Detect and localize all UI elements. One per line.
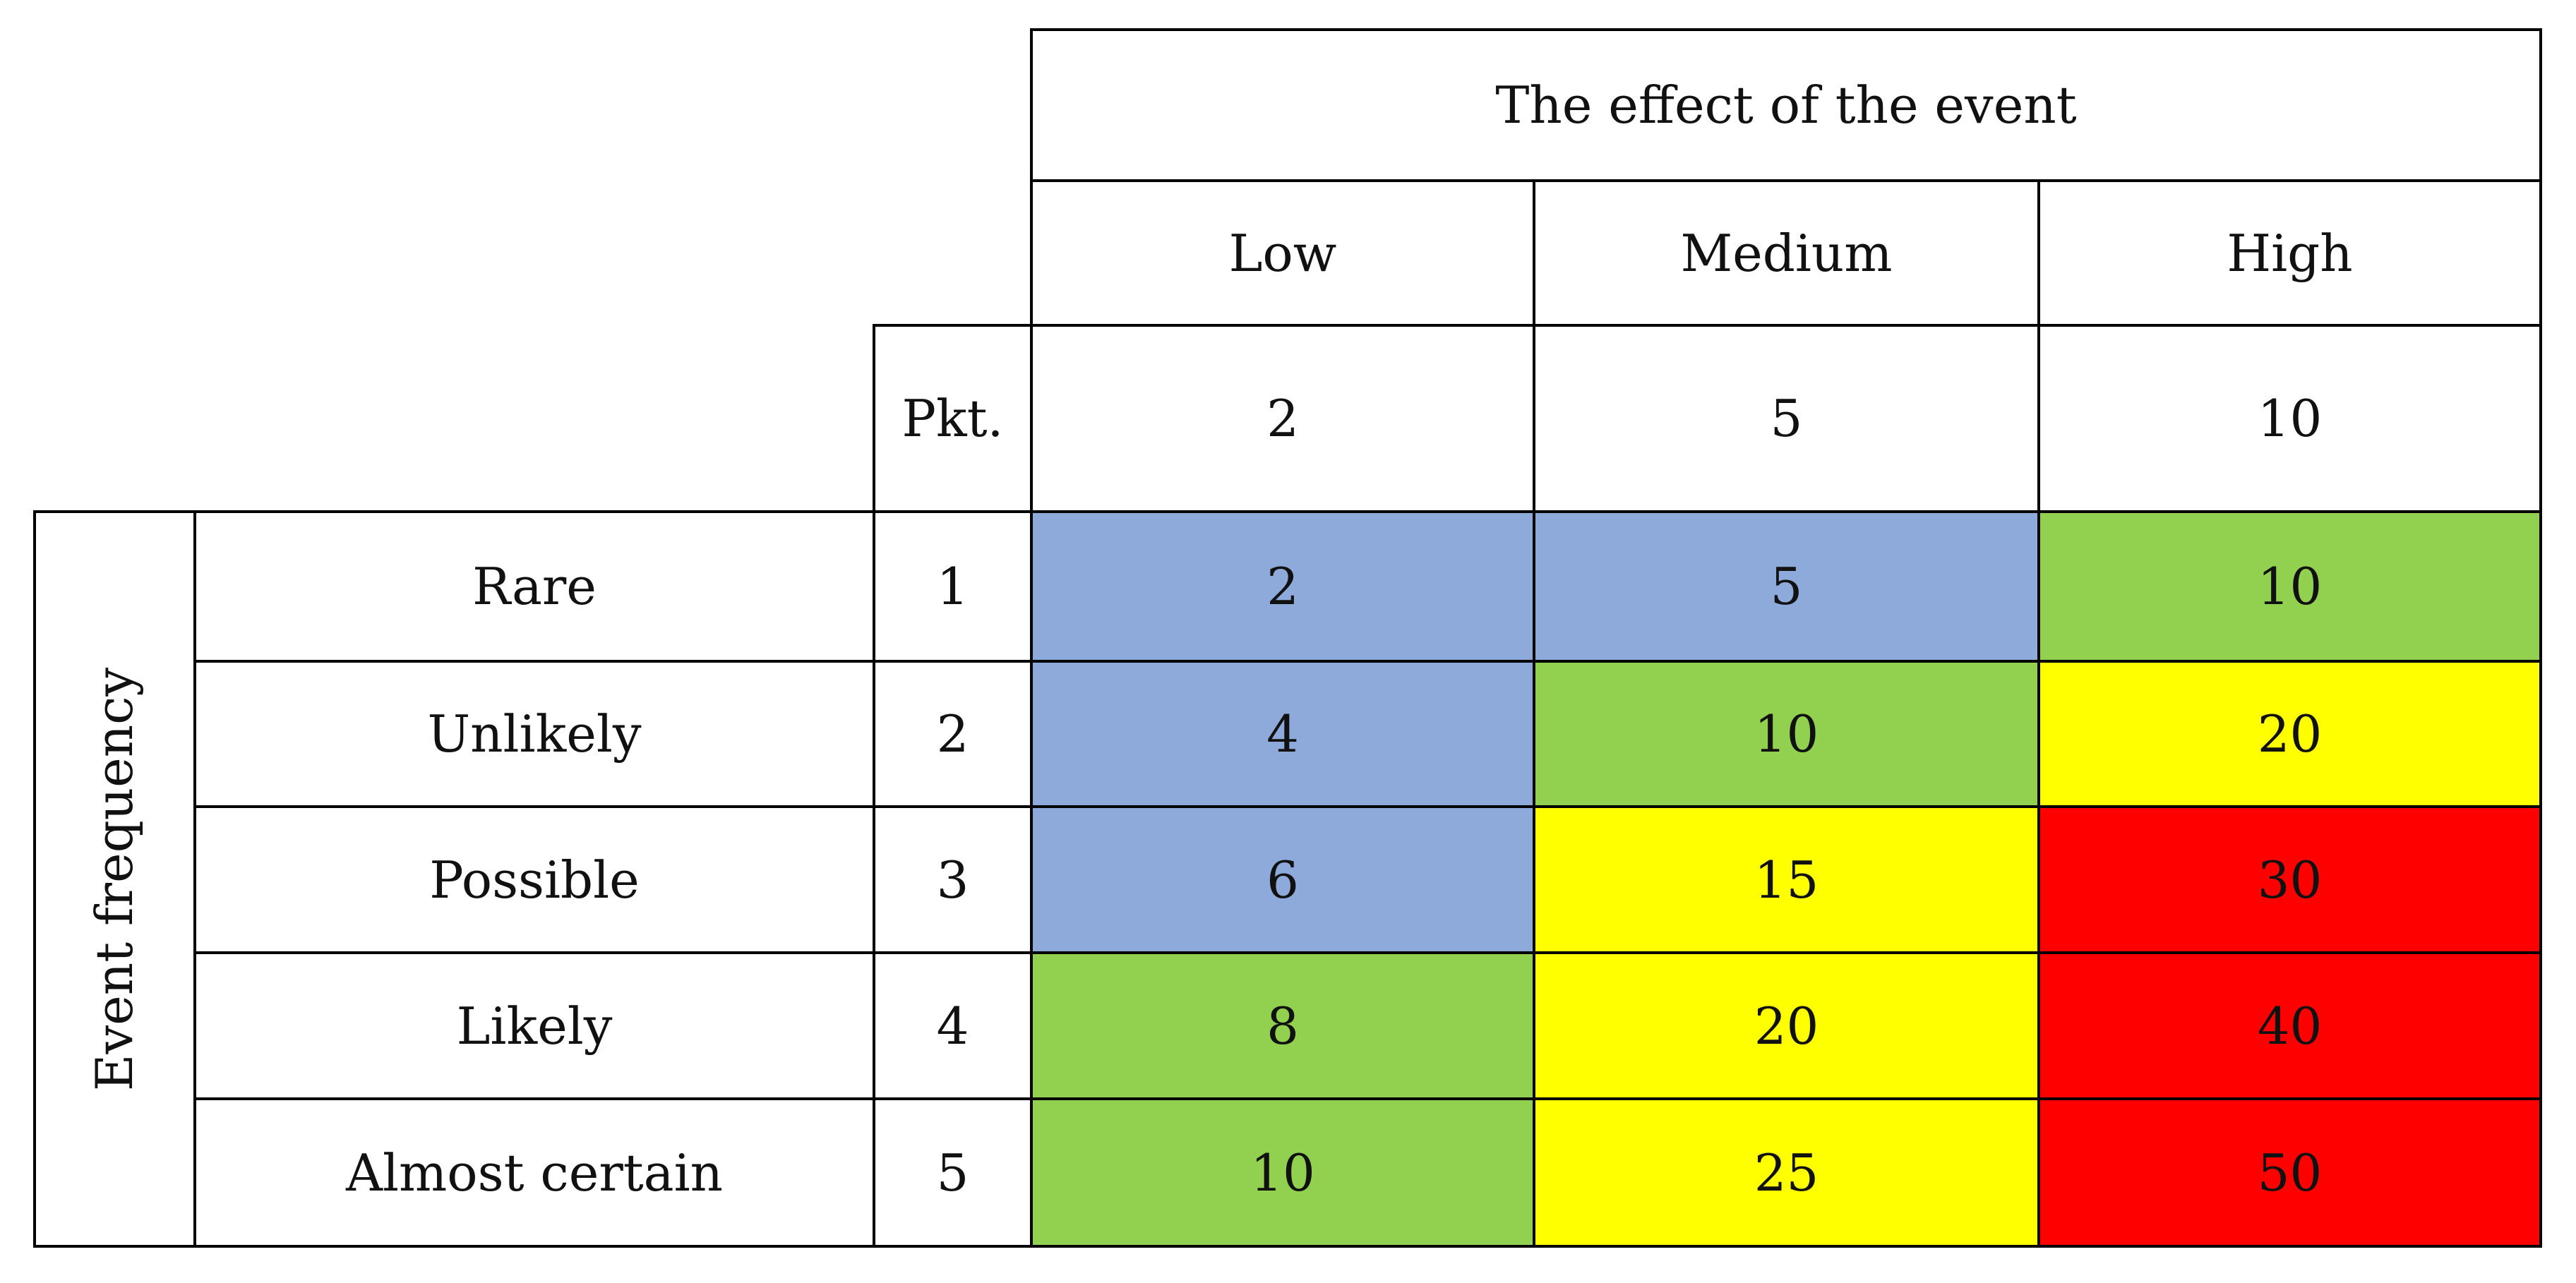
frequency-level-almost-certain: Almost certain xyxy=(193,1097,875,1248)
effect-level-medium: Medium xyxy=(1533,179,2040,327)
risk-cell: 2 xyxy=(1030,510,1535,663)
effect-title: The effect of the event xyxy=(1030,28,2542,182)
risk-cell: 50 xyxy=(2037,1097,2542,1248)
frequency-axis-text: Event frequency xyxy=(85,667,145,1091)
frequency-level-likely: Likely xyxy=(193,951,875,1100)
risk-cell: 40 xyxy=(2037,951,2542,1100)
effect-level-low: Low xyxy=(1030,179,1535,327)
risk-cell: 10 xyxy=(2037,510,2542,663)
frequency-level-unlikely: Unlikely xyxy=(193,660,875,808)
risk-cell: 15 xyxy=(1533,805,2040,954)
frequency-points-almost-certain: 5 xyxy=(873,1097,1033,1248)
frequency-axis-label: Event frequency xyxy=(33,510,196,1248)
frequency-points-possible: 3 xyxy=(873,805,1033,954)
risk-cell: 20 xyxy=(1533,951,2040,1100)
risk-cell: 8 xyxy=(1030,951,1535,1100)
frequency-points-unlikely: 2 xyxy=(873,660,1033,808)
frequency-points-likely: 4 xyxy=(873,951,1033,1100)
risk-cell: 10 xyxy=(1533,660,2040,808)
risk-cell: 20 xyxy=(2037,660,2542,808)
frequency-level-rare: Rare xyxy=(193,510,875,663)
risk-cell: 6 xyxy=(1030,805,1535,954)
risk-cell: 30 xyxy=(2037,805,2542,954)
effect-points-low: 2 xyxy=(1030,324,1535,513)
risk-cell: 10 xyxy=(1030,1097,1535,1248)
effect-points-high: 10 xyxy=(2037,324,2542,513)
effect-points-medium: 5 xyxy=(1533,324,2040,513)
frequency-points-rare: 1 xyxy=(873,510,1033,663)
risk-cell: 5 xyxy=(1533,510,2040,663)
risk-cell: 4 xyxy=(1030,660,1535,808)
frequency-level-possible: Possible xyxy=(193,805,875,954)
effect-level-high: High xyxy=(2037,179,2542,327)
points-header: Pkt. xyxy=(873,324,1033,513)
risk-cell: 25 xyxy=(1533,1097,2040,1248)
